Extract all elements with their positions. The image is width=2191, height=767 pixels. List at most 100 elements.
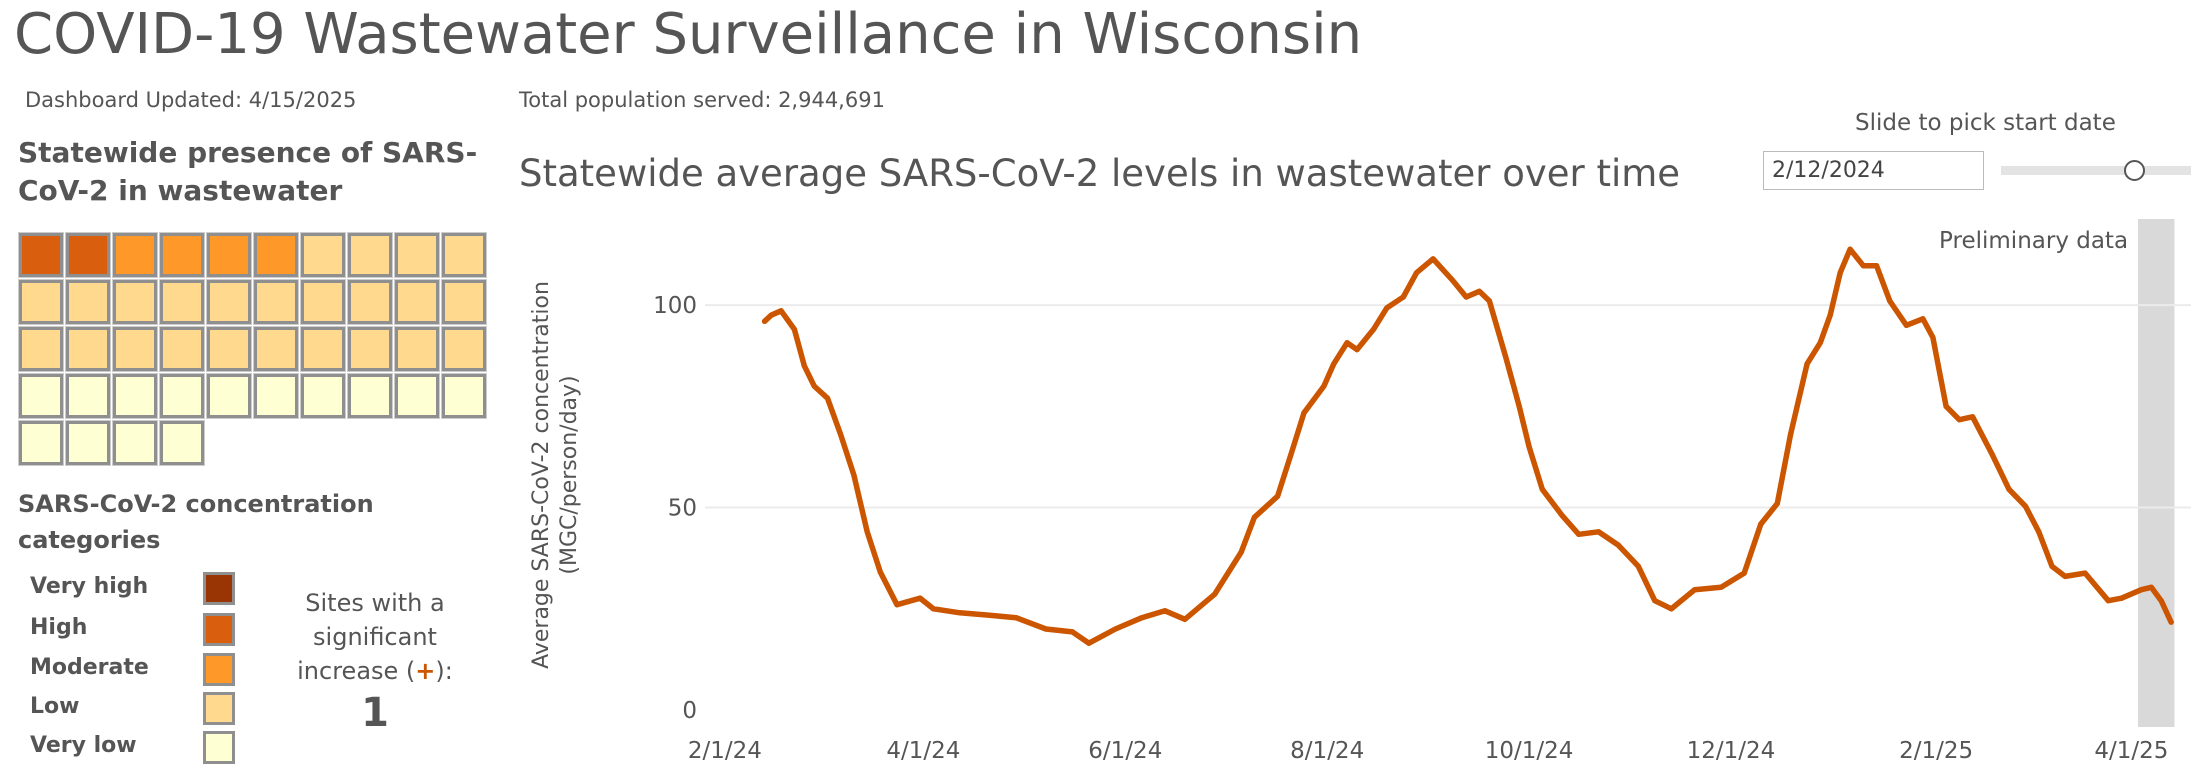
- site-square[interactable]: [65, 326, 111, 372]
- site-square[interactable]: [159, 373, 205, 419]
- significant-increase-text-end: ):: [435, 657, 453, 685]
- site-square[interactable]: [441, 373, 487, 419]
- series-line: [761, 246, 2174, 646]
- site-square[interactable]: [300, 232, 346, 278]
- site-square[interactable]: [65, 232, 111, 278]
- y-tick-label: 100: [653, 293, 697, 319]
- site-square[interactable]: [441, 232, 487, 278]
- legend-label: Very high: [30, 574, 149, 599]
- data-point: [768, 312, 774, 318]
- data-point: [1691, 587, 1698, 593]
- data-point: [957, 610, 963, 616]
- site-square[interactable]: [65, 279, 111, 325]
- chart-title: Statewide average SARS-CoV-2 levels in w…: [519, 152, 1681, 195]
- dashboard-updated: Dashboard Updated: 4/15/2025: [25, 88, 357, 112]
- data-point: [1450, 278, 1456, 284]
- plus-icon: +: [415, 657, 436, 685]
- data-point: [1112, 626, 1118, 632]
- site-square[interactable]: [253, 232, 299, 278]
- site-square[interactable]: [441, 326, 487, 372]
- site-square[interactable]: [112, 232, 158, 278]
- site-square[interactable]: [441, 279, 487, 325]
- site-square[interactable]: [18, 326, 64, 372]
- significant-increase-label: Sites with a significant increase (+):: [270, 586, 480, 688]
- site-square[interactable]: [18, 232, 64, 278]
- site-square[interactable]: [112, 373, 158, 419]
- x-tick-label: 12/1/24: [1687, 738, 1776, 764]
- start-date-input[interactable]: [1763, 151, 1984, 190]
- site-square[interactable]: [65, 420, 111, 466]
- legend-swatch: [203, 572, 235, 605]
- site-waffle-grid: [18, 232, 491, 466]
- site-square[interactable]: [347, 279, 393, 325]
- data-point: [987, 612, 993, 618]
- site-square[interactable]: [206, 279, 252, 325]
- site-square[interactable]: [112, 420, 158, 466]
- site-square[interactable]: [394, 326, 440, 372]
- data-point: [1635, 563, 1641, 569]
- data-point: [1526, 444, 1532, 450]
- data-point: [1013, 615, 1019, 621]
- site-square[interactable]: [112, 326, 158, 372]
- data-point: [864, 529, 870, 535]
- site-square[interactable]: [206, 232, 252, 278]
- legend-swatch: [203, 731, 235, 764]
- legend-label: High: [30, 615, 88, 640]
- site-square[interactable]: [18, 420, 64, 466]
- site-square[interactable]: [300, 326, 346, 372]
- site-square[interactable]: [300, 373, 346, 419]
- start-date-slider-handle[interactable]: [2124, 160, 2145, 181]
- data-point: [1238, 549, 1244, 555]
- data-point: [1430, 256, 1436, 262]
- data-point: [1331, 361, 1337, 367]
- site-square[interactable]: [253, 279, 299, 325]
- site-square[interactable]: [159, 420, 205, 466]
- data-point: [778, 308, 784, 314]
- significant-increase-text: Sites with a significant increase (: [297, 589, 445, 685]
- data-point: [1774, 500, 1780, 507]
- data-point: [1559, 513, 1565, 519]
- data-point: [1139, 615, 1145, 621]
- data-point: [1251, 514, 1257, 520]
- data-point: [1043, 626, 1049, 632]
- site-square[interactable]: [347, 232, 393, 278]
- data-point: [1516, 403, 1522, 409]
- data-point: [2082, 570, 2088, 576]
- site-square[interactable]: [159, 232, 205, 278]
- site-square[interactable]: [159, 326, 205, 372]
- data-point: [1920, 316, 1926, 322]
- site-square[interactable]: [65, 373, 111, 419]
- start-date-slider-track[interactable]: [2001, 166, 2191, 175]
- site-square[interactable]: [253, 326, 299, 372]
- site-square[interactable]: [394, 279, 440, 325]
- data-point: [851, 472, 857, 478]
- data-point: [838, 432, 844, 438]
- site-square[interactable]: [206, 326, 252, 372]
- site-square[interactable]: [394, 232, 440, 278]
- x-tick-label: 8/1/24: [1290, 738, 1364, 764]
- data-point: [2022, 503, 2029, 509]
- data-point: [1463, 294, 1469, 300]
- data-point: [1400, 294, 1406, 300]
- site-square[interactable]: [253, 373, 299, 419]
- site-square[interactable]: [206, 373, 252, 419]
- data-point: [1069, 629, 1075, 635]
- site-square[interactable]: [300, 279, 346, 325]
- data-point: [1817, 340, 1823, 346]
- site-square[interactable]: [18, 373, 64, 419]
- data-point: [1860, 263, 1866, 269]
- site-square[interactable]: [112, 279, 158, 325]
- site-square[interactable]: [347, 373, 393, 419]
- site-square[interactable]: [159, 279, 205, 325]
- x-tick-label: 6/1/24: [1088, 738, 1162, 764]
- site-square[interactable]: [394, 373, 440, 419]
- legend-swatch: [203, 692, 235, 725]
- data-point: [1182, 616, 1188, 622]
- data-point: [1413, 270, 1420, 276]
- x-tick-label: 10/1/24: [1485, 738, 1574, 764]
- site-square[interactable]: [18, 279, 64, 325]
- data-point: [2158, 598, 2164, 604]
- data-point: [1595, 529, 1602, 535]
- site-square[interactable]: [347, 326, 393, 372]
